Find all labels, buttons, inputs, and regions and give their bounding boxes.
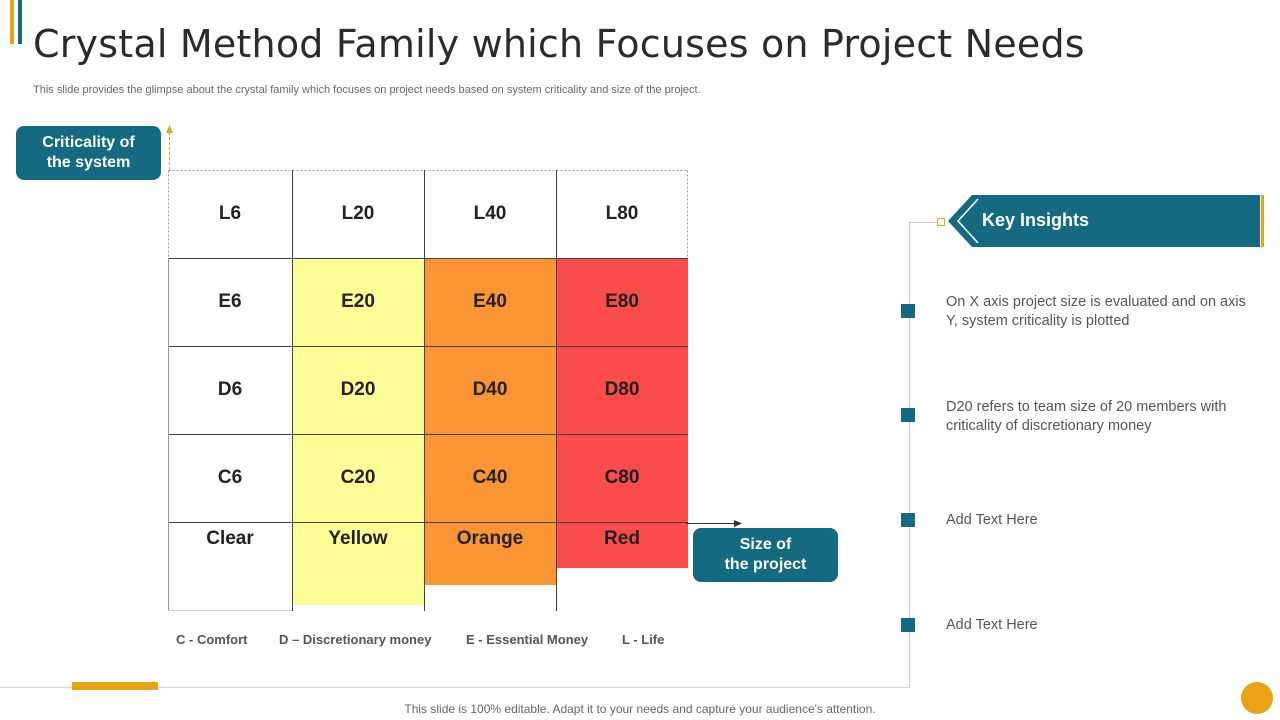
- legend-life: L - Life: [622, 632, 665, 647]
- grid-cell-E20: E20: [341, 291, 375, 312]
- x-axis-arrow: [686, 520, 742, 527]
- insights-node: [937, 218, 945, 226]
- page-subtitle: This slide provides the glimpse about th…: [33, 84, 701, 96]
- fill-red: [556, 258, 688, 568]
- y-axis-arrow: [166, 125, 173, 172]
- grid-backgrounds: [168, 170, 688, 611]
- legend-discretionary: D – Discretionary money: [279, 632, 432, 647]
- insight-bullet: [901, 408, 915, 422]
- grid-cell-L80: L80: [605, 203, 639, 224]
- crystal-grid: L6 L20 L40 L80 E6 E20 E40 E80 D6 D20 D40…: [168, 170, 688, 611]
- grid-cell-E6: E6: [218, 291, 242, 312]
- grid-cell-D40: D40: [472, 379, 508, 400]
- grid-cell-E80: E80: [605, 291, 639, 312]
- insight-text-1: On X axis project size is evaluated and …: [946, 294, 1246, 329]
- insights-timeline: [909, 222, 910, 687]
- key-insights-banner: [948, 195, 1260, 247]
- color-label-red: Red: [604, 528, 640, 549]
- legend-essential: E - Essential Money: [466, 632, 589, 647]
- insight-text-3: Add Text Here: [946, 512, 1038, 528]
- grid-cell-C6: C6: [217, 467, 243, 488]
- y-axis-label-line1: Criticality of: [42, 134, 135, 151]
- bottom-divider: [0, 687, 910, 688]
- y-axis-label: Criticality of the system: [16, 126, 161, 180]
- key-insights-edge: [1261, 195, 1264, 247]
- x-axis-label-line1: Size of: [739, 536, 792, 553]
- fill-yellow: [292, 258, 424, 605]
- insights-connector: [909, 222, 940, 223]
- grid-cell-D80: D80: [604, 379, 640, 400]
- x-axis-label-line2: the project: [724, 556, 807, 573]
- grid-cell-C20: C20: [340, 467, 376, 488]
- grid-cell-C80: C80: [604, 467, 640, 488]
- corner-circle-decoration: [1241, 682, 1273, 714]
- color-label-yellow: Yellow: [328, 528, 388, 549]
- x-axis-label: Size of the project: [693, 528, 838, 582]
- insight-bullet: [901, 304, 915, 318]
- grid-cell-L6: L6: [218, 203, 242, 224]
- legend-comfort: C - Comfort: [176, 632, 248, 647]
- grid-cell-L20: L20: [341, 203, 375, 224]
- page-title: Crystal Method Family which Focuses on P…: [33, 22, 1085, 66]
- accent-bar-orange: [10, 0, 14, 44]
- grid-cell-C40: C40: [472, 467, 508, 488]
- accent-bar-teal: [18, 0, 22, 44]
- insight-text-2: D20 refers to team size of 20 members wi…: [946, 399, 1227, 434]
- key-insights-title: Key Insights: [982, 210, 1090, 230]
- footer-note: This slide is 100% editable. Adapt it to…: [404, 702, 876, 716]
- grid-cell-D20: D20: [340, 379, 376, 400]
- color-label-orange: Orange: [456, 528, 524, 549]
- bottom-accent-bar: [72, 682, 158, 690]
- color-label-clear: Clear: [206, 528, 254, 549]
- y-axis-label-line2: the system: [46, 154, 131, 171]
- insight-bullet: [901, 618, 915, 632]
- insight-bullet: [901, 513, 915, 527]
- grid-cell-D6: D6: [217, 379, 243, 400]
- grid-cell-E40: E40: [473, 291, 507, 312]
- insight-text-4: Add Text Here: [946, 617, 1038, 633]
- grid-cell-L40: L40: [473, 203, 507, 224]
- fill-orange: [424, 258, 556, 585]
